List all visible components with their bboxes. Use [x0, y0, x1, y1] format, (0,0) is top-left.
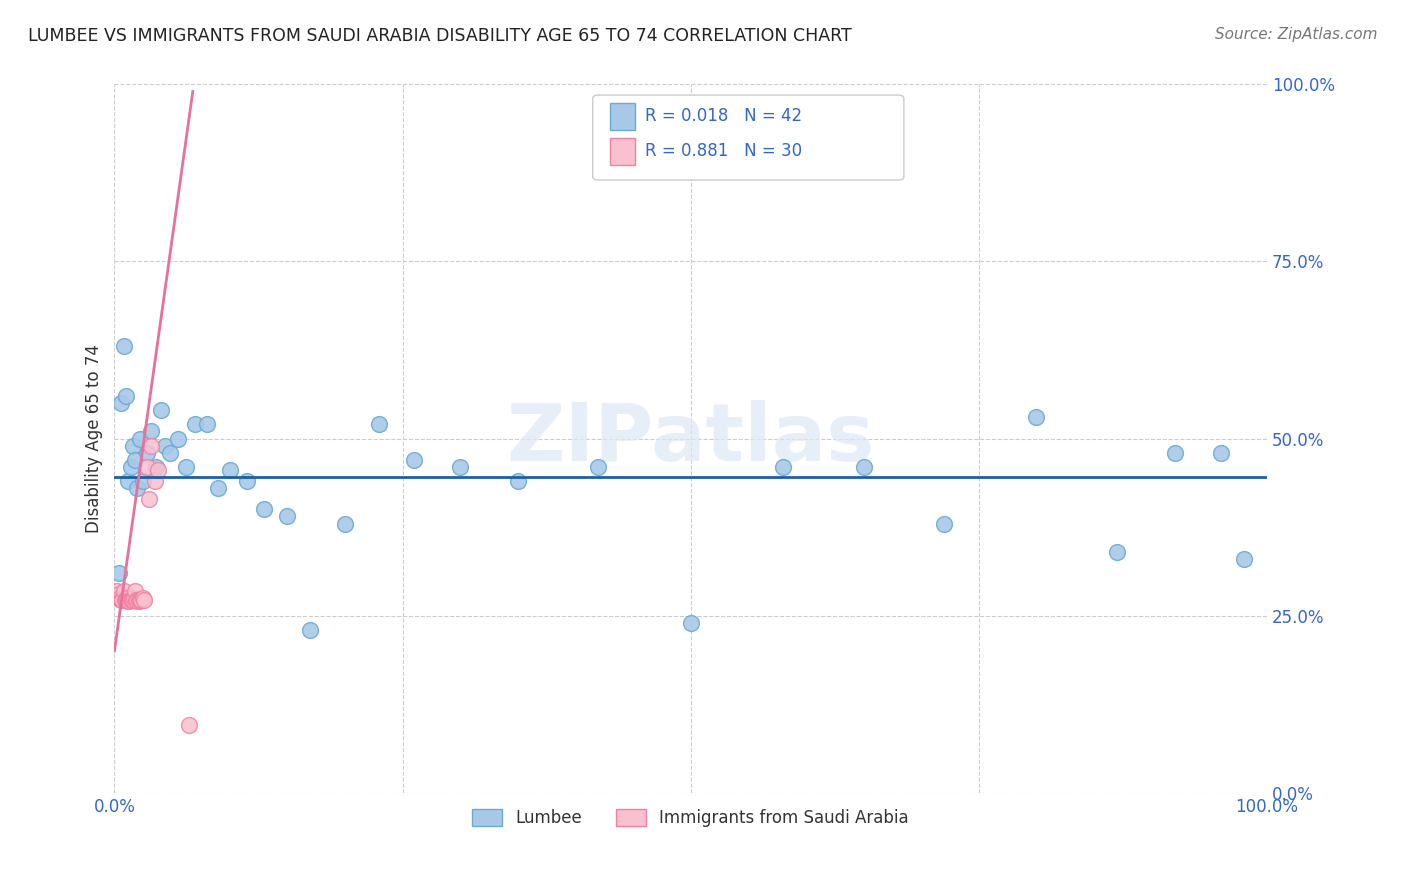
Point — [174, 459, 197, 474]
Point — [117, 594, 139, 608]
Point — [132, 591, 155, 605]
Point — [852, 459, 875, 474]
Point — [129, 593, 152, 607]
Point — [110, 396, 132, 410]
Point — [333, 516, 356, 531]
Point — [128, 432, 150, 446]
Point — [118, 594, 141, 608]
Point — [115, 389, 138, 403]
Point — [141, 439, 163, 453]
Text: Source: ZipAtlas.com: Source: ZipAtlas.com — [1215, 27, 1378, 42]
Point — [122, 591, 145, 605]
Point — [115, 591, 138, 605]
Point — [128, 593, 150, 607]
Point — [1025, 410, 1047, 425]
Bar — [610, 138, 636, 165]
FancyBboxPatch shape — [593, 95, 904, 180]
Point — [127, 481, 149, 495]
Point — [449, 459, 471, 474]
Point — [299, 623, 322, 637]
Point — [111, 593, 134, 607]
Point — [107, 591, 129, 605]
Y-axis label: Disability Age 65 to 74: Disability Age 65 to 74 — [86, 344, 103, 533]
Point — [402, 452, 425, 467]
Text: ZIPatlas: ZIPatlas — [506, 400, 875, 477]
Point — [105, 583, 128, 598]
Point — [124, 583, 146, 598]
Point — [772, 459, 794, 474]
Point — [128, 594, 150, 608]
Point — [179, 718, 201, 732]
Text: R = 0.881   N = 30: R = 0.881 N = 30 — [644, 143, 801, 161]
Point — [195, 417, 218, 432]
Point — [108, 566, 131, 580]
Point — [934, 516, 956, 531]
Point — [236, 474, 259, 488]
Point — [120, 459, 142, 474]
Text: LUMBEE VS IMMIGRANTS FROM SAUDI ARABIA DISABILITY AGE 65 TO 74 CORRELATION CHART: LUMBEE VS IMMIGRANTS FROM SAUDI ARABIA D… — [28, 27, 852, 45]
Point — [679, 615, 702, 630]
Point — [1107, 545, 1129, 559]
Legend: Lumbee, Immigrants from Saudi Arabia: Lumbee, Immigrants from Saudi Arabia — [465, 803, 915, 834]
Point — [276, 509, 298, 524]
Point — [207, 481, 229, 495]
Point — [218, 463, 240, 477]
Point — [143, 474, 166, 488]
Bar — [610, 103, 636, 129]
Point — [253, 502, 276, 516]
Point — [112, 339, 135, 353]
Point — [114, 593, 136, 607]
Point — [148, 463, 170, 477]
Point — [121, 593, 143, 607]
Point — [108, 591, 131, 605]
Point — [1209, 446, 1232, 460]
Point — [121, 439, 143, 453]
Point — [138, 491, 160, 506]
Point — [141, 425, 163, 439]
Point — [110, 593, 132, 607]
Point — [112, 583, 135, 598]
Point — [124, 452, 146, 467]
Point — [115, 593, 138, 607]
Point — [368, 417, 391, 432]
Point — [506, 474, 529, 488]
Point — [145, 459, 167, 474]
Text: R = 0.018   N = 42: R = 0.018 N = 42 — [644, 107, 801, 125]
Point — [153, 439, 176, 453]
Point — [108, 587, 131, 601]
Point — [135, 459, 157, 474]
Point — [127, 594, 149, 608]
Point — [132, 474, 155, 488]
Point — [184, 417, 207, 432]
Point — [117, 474, 139, 488]
Point — [134, 593, 156, 607]
Point — [149, 403, 172, 417]
Point — [135, 446, 157, 460]
Point — [125, 593, 148, 607]
Point — [120, 593, 142, 607]
Point — [166, 432, 188, 446]
Point — [121, 593, 143, 607]
Point — [1163, 446, 1185, 460]
Point — [588, 459, 610, 474]
Point — [159, 446, 181, 460]
Point — [1233, 552, 1256, 566]
